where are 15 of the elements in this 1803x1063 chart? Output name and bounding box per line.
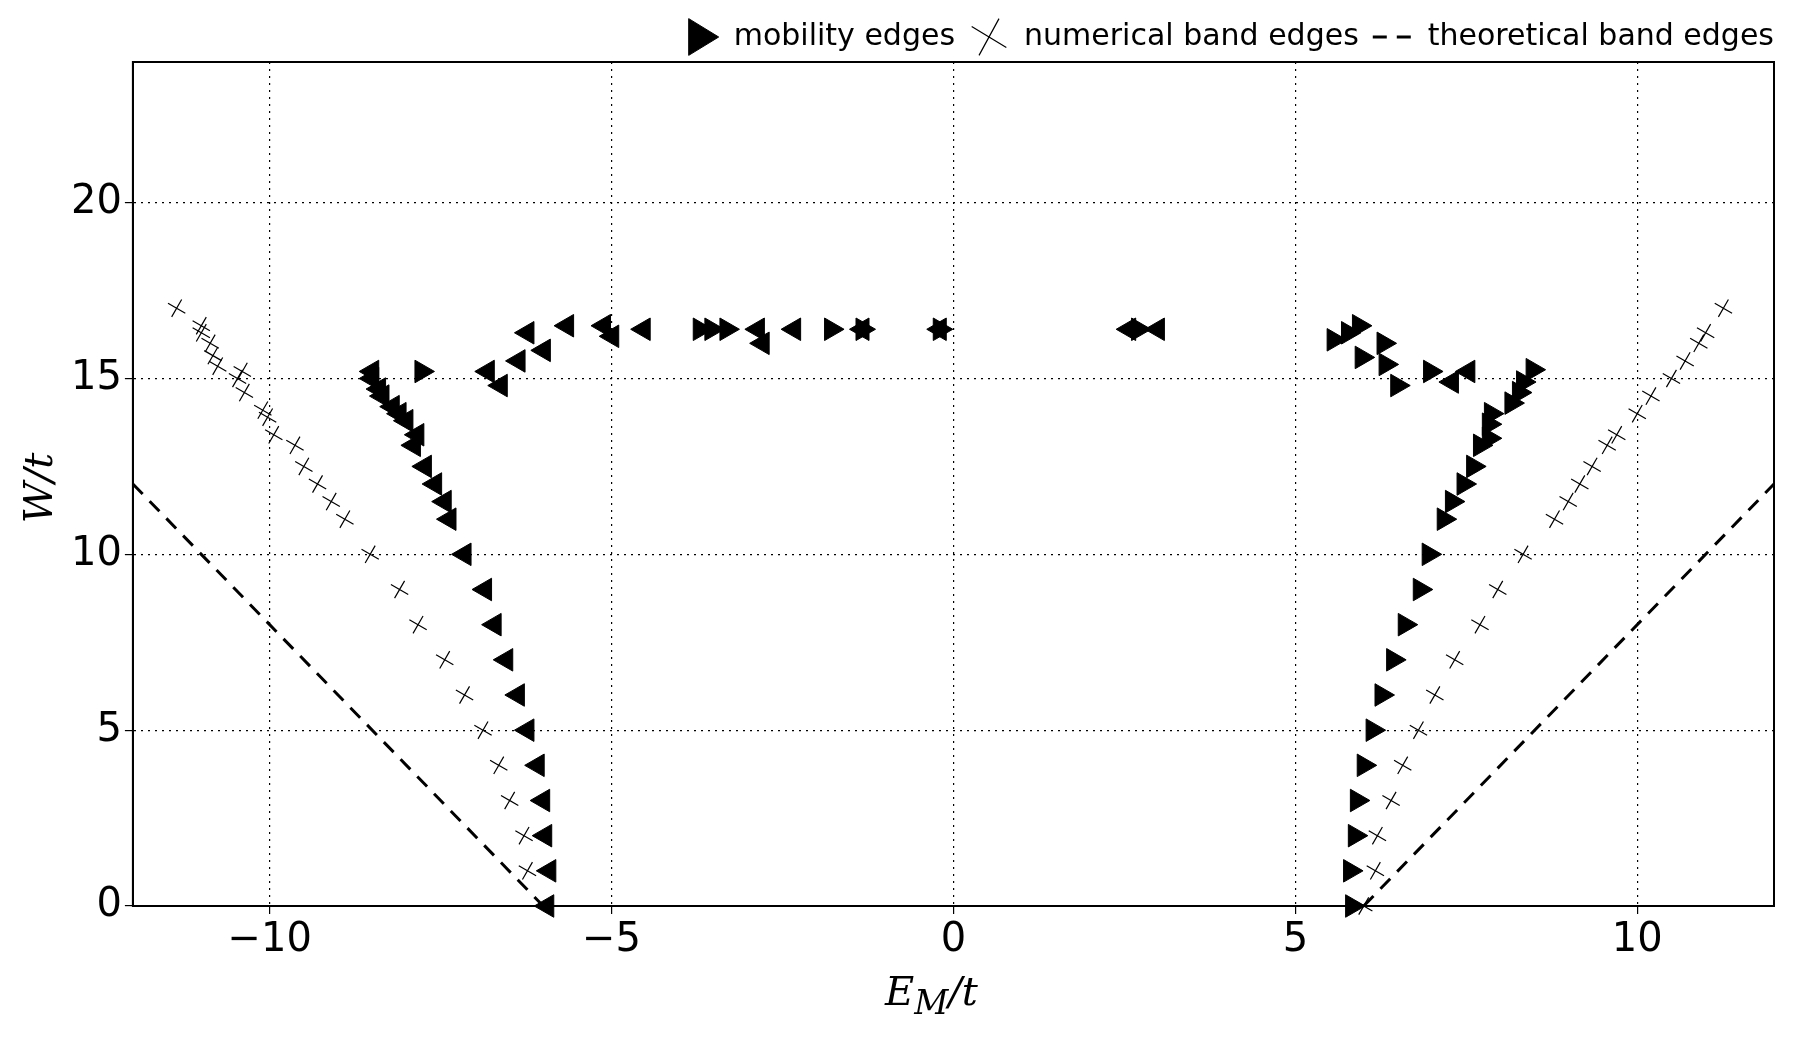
y-tick-label: 20 xyxy=(70,176,122,223)
legend-label: theoretical band edges xyxy=(1427,16,1774,52)
y-tick-label: 15 xyxy=(70,351,122,398)
x-tick-label: 5 xyxy=(1282,914,1309,961)
legend-label: numerical band edges xyxy=(1024,16,1359,52)
x-tick-label: 10 xyxy=(1611,914,1663,961)
y-axis-title: W/t xyxy=(15,452,62,524)
x-tick-label: −5 xyxy=(582,914,642,961)
legend-label: mobility edges xyxy=(733,16,956,52)
x-axis-title: E$_{M}$/t xyxy=(883,968,979,1022)
y-tick-label: 5 xyxy=(96,703,122,750)
y-tick-label: 10 xyxy=(70,527,122,574)
x-tick-label: −10 xyxy=(227,914,312,961)
x-tick-label: 0 xyxy=(940,914,967,961)
y-tick-label: 0 xyxy=(96,879,122,926)
